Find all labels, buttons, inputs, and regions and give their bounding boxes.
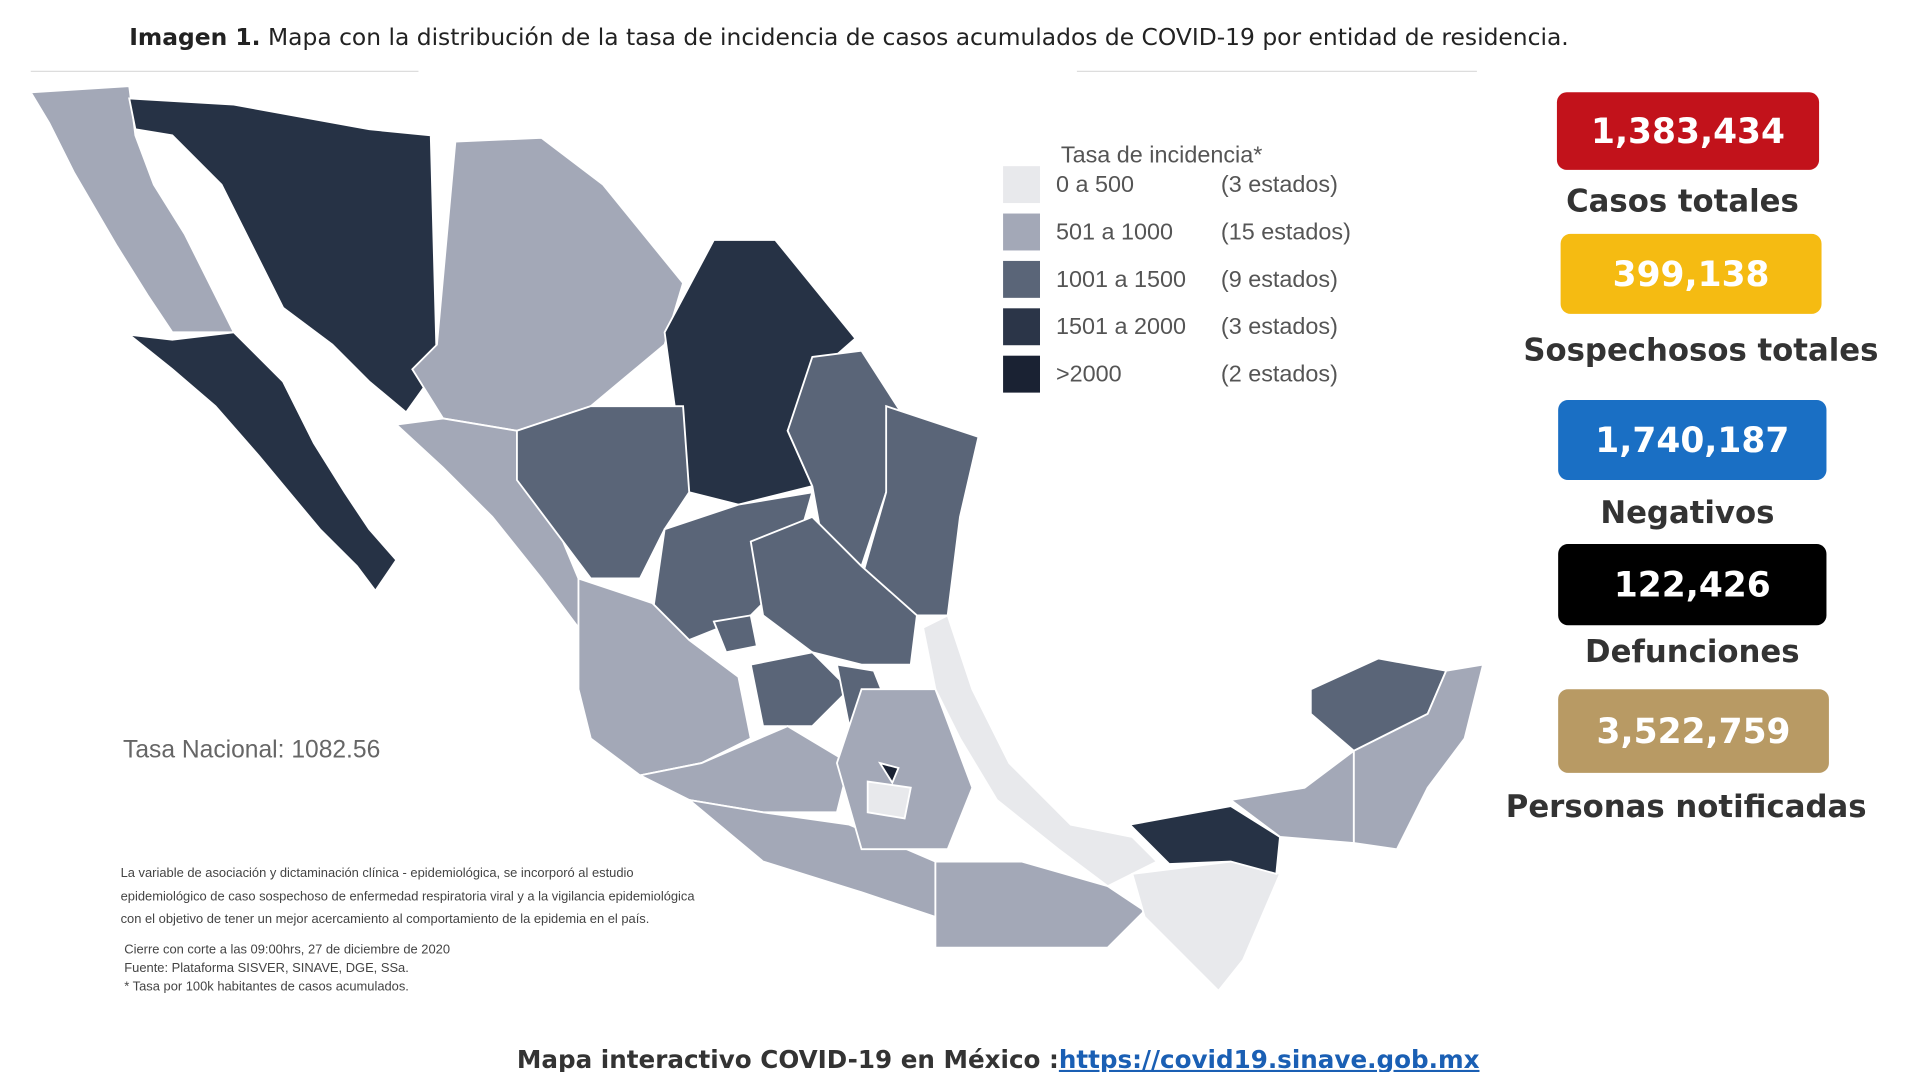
legend-range: 1501 a 2000 [1056,313,1186,339]
stats: 1,383,434 Casos totales 399,138 Sospechosos… [1506,92,1878,825]
legend-count: (2 estados) [1221,361,1338,387]
legend-count: (3 estados) [1221,313,1338,339]
stat-value: 122,426 [1614,566,1771,606]
stat-box [1558,689,1829,773]
note: * Tasa por 100k habitantes de casos acum… [124,978,409,993]
stat-label: Casos totales [1566,184,1799,220]
legend-range: 0 a 500 [1056,171,1134,197]
footer-link[interactable]: https://covid19.sinave.gob.mx [1059,1045,1480,1072]
legend-swatch [1003,166,1040,204]
notes: La variable de asociación y dictaminació… [121,865,696,993]
stat-label: Negativos [1600,495,1774,531]
header-title: Mapa con la distribución de la tasa de i… [268,23,1569,51]
map [29,85,1485,993]
header: Imagen 1. Mapa con la distribución de la… [129,23,1568,51]
stat-label: Sospechosos totales [1523,332,1878,368]
stat-label: Personas notificadas [1506,789,1867,825]
footer-text: Mapa interactivo COVID-19 en México : [517,1045,1059,1072]
legend-swatch [1003,308,1040,346]
legend-count: (3 estados) [1221,171,1338,197]
note: epidemiológico de caso sospechoso de enf… [121,889,696,904]
legend-swatch [1003,213,1040,251]
stat-value: 399,138 [1613,255,1770,295]
legend-range: 1001 a 1500 [1056,266,1186,292]
stat-value: 1,383,434 [1591,112,1785,152]
note: Cierre con corte a las 09:00hrs, 27 de d… [124,942,450,957]
note: La variable de asociación y dictaminació… [121,865,634,880]
legend-count: (15 estados) [1221,218,1351,244]
stat-label: Defunciones [1585,634,1799,670]
note: Fuente: Plataforma SISVER, SINAVE, DGE, … [124,960,409,975]
legend-swatch [1003,260,1040,298]
footer: Mapa interactivo COVID-19 en México :htt… [517,1045,1480,1072]
stat-box [1558,400,1827,480]
legend-title: Tasa de incidencia* [1061,141,1262,167]
note: con el objetivo de tener un mejor acerca… [121,911,650,926]
legend: 0 a 500 (3 estados) 501 a 1000 (15 estados)… [1003,166,1351,393]
stat-box [1556,92,1820,170]
stat-box [1558,544,1827,626]
header-label: Imagen 1. [129,23,260,51]
legend-range: >2000 [1056,361,1122,387]
stat-value: 3,522,759 [1597,712,1791,752]
national-rate: Tasa Nacional: 1082.56 [123,736,380,763]
legend-count: (9 estados) [1221,266,1338,292]
stat-box [1560,233,1822,314]
stat-value: 1,740,187 [1595,421,1789,461]
legend-range: 501 a 1000 [1056,218,1173,244]
legend-swatch [1003,355,1040,393]
